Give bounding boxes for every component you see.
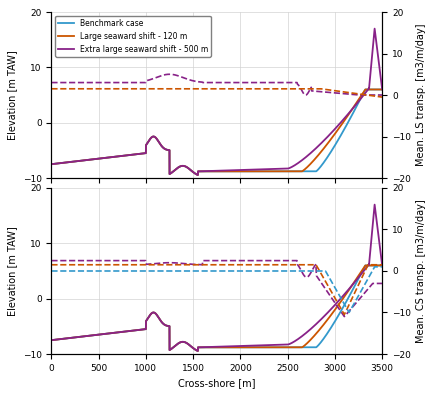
X-axis label: Cross-shore [m]: Cross-shore [m] xyxy=(178,378,256,388)
Y-axis label: Elevation [m TAW]: Elevation [m TAW] xyxy=(7,50,17,140)
Y-axis label: Mean. CS transp. [m3/m/day]: Mean. CS transp. [m3/m/day] xyxy=(417,199,426,343)
Legend: Benchmark case, Large seaward shift - 120 m, Extra large seaward shift - 500 m: Benchmark case, Large seaward shift - 12… xyxy=(55,16,211,56)
Y-axis label: Mean. LS transp. [m3/m/day]: Mean. LS transp. [m3/m/day] xyxy=(417,24,426,166)
Y-axis label: Elevation [m TAW]: Elevation [m TAW] xyxy=(7,226,17,316)
